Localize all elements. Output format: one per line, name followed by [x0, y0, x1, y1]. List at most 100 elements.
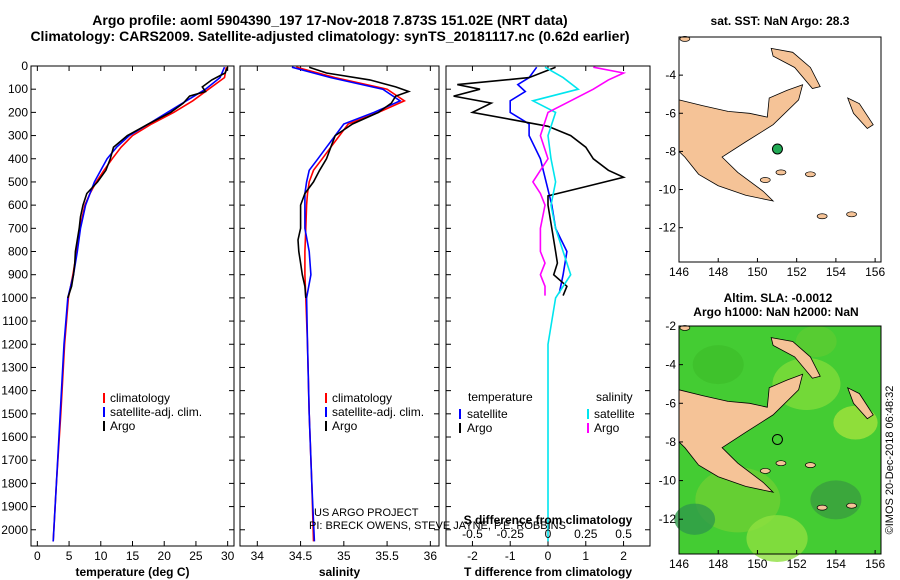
sla-patch [795, 325, 837, 358]
map-lon-label: 156 [865, 557, 885, 571]
series-line-argo [297, 66, 412, 298]
depth-tick-label: 100 [8, 82, 28, 96]
salinity-diff-tick-label: 0.5 [615, 527, 632, 541]
x-tick-label: -2 [467, 549, 478, 563]
small-island [805, 171, 816, 178]
depth-tick-label: 0 [21, 59, 28, 73]
depth-tick-label: 300 [8, 129, 28, 143]
depth-tick-label: 2000 [1, 523, 28, 537]
landmass-new-ireland [770, 47, 821, 89]
series-line-climatology [295, 66, 407, 542]
depth-tick-label: 1800 [1, 476, 28, 490]
map-lon-label: 150 [747, 557, 767, 571]
panel-frame-salinity [239, 65, 440, 547]
landmass-bougainville [846, 97, 874, 130]
x-tick-label: 0 [34, 549, 41, 563]
legend-title-temperature: temperature [468, 390, 533, 404]
depth-tick-label: 1700 [1, 453, 28, 467]
depth-tick-label: 1600 [1, 430, 28, 444]
x-tick-label: 2 [620, 549, 627, 563]
legend-entry-1: satellite-adj. clim. [110, 405, 202, 419]
map-lat-label: -4 [665, 358, 676, 372]
map-lon-label: 154 [826, 557, 846, 571]
series-line-climatology [52, 67, 228, 542]
series-line-argo [67, 66, 229, 299]
x-axis-label: temperature (deg C) [75, 565, 189, 579]
small-island [679, 325, 691, 331]
map-lat-label: -12 [659, 512, 677, 526]
x-axis-label: salinity [319, 565, 361, 579]
legend-entry-0: climatology [110, 391, 170, 405]
depth-tick-label: 1400 [1, 384, 28, 398]
legend-entry-sal-1: Argo [594, 421, 620, 435]
x-tick-label: 34 [251, 549, 265, 563]
sla-patch [746, 515, 808, 562]
map-lon-label: 154 [826, 265, 846, 279]
map-lon-label: 150 [747, 265, 767, 279]
small-island [846, 211, 857, 218]
x-tick-label: 20 [158, 549, 172, 563]
map-lat-label: -10 [659, 474, 677, 488]
map-lon-label: 146 [669, 557, 689, 571]
series-line-satellite-adj-clim- [52, 66, 226, 542]
series-line-t-satellite [509, 66, 568, 294]
series-line-satellite-adj-clim- [291, 66, 402, 542]
depth-tick-label: 600 [8, 198, 28, 212]
sla-map-title-2: Argo h1000: NaN h2000: NaN [693, 305, 858, 319]
figure-title-line-1: Argo profile: aoml 5904390_197 17-Nov-20… [92, 12, 568, 28]
depth-tick-label: 1000 [1, 291, 28, 305]
x-tick-label: 5 [66, 549, 73, 563]
small-island [759, 468, 771, 474]
x-tick-label: 35 [337, 549, 351, 563]
depth-tick-label: 1500 [1, 407, 28, 421]
argo-float-marker [771, 143, 783, 155]
small-island [679, 36, 691, 42]
depth-tick-label: 900 [8, 268, 28, 282]
sla-map-title-1: Altim. SLA: -0.0012 [724, 291, 833, 305]
small-island [775, 460, 787, 467]
sla-patch [674, 503, 716, 535]
depth-tick-label: 1900 [1, 500, 28, 514]
map-lon-label: 156 [865, 265, 885, 279]
small-island [816, 213, 828, 220]
depth-tick-label: 1300 [1, 360, 28, 374]
imos-credit: ©IMOS 20-Dec-2018 06:48:32 [884, 386, 896, 535]
salinity-diff-tick-label: 0 [545, 527, 552, 541]
series-line-t-argo [453, 66, 627, 296]
sst-map-title: sat. SST: NaN Argo: 28.3 [711, 14, 850, 28]
x-tick-label: 1 [582, 549, 589, 563]
map-lat-label: -2 [665, 319, 676, 333]
sla-patch [692, 345, 744, 385]
legend-entry-temp-1: Argo [467, 421, 493, 435]
small-island [816, 504, 828, 511]
map-lat-label: -4 [665, 68, 676, 82]
depth-tick-label: 800 [8, 245, 28, 259]
series-line-s-argo [531, 66, 627, 296]
map-lon-label: 148 [708, 557, 728, 571]
panel-frame-temperature [30, 65, 235, 547]
salinity-diff-tick-label: -0.25 [497, 527, 525, 541]
depth-tick-label: 200 [8, 105, 28, 119]
salinity-diff-tick-label: -0.5 [462, 527, 483, 541]
salinity-diff-tick-label: 0.25 [574, 527, 598, 541]
legend-entry-0: climatology [332, 391, 392, 405]
argo-float-marker [771, 433, 783, 445]
depth-tick-label: 500 [8, 175, 28, 189]
x-tick-label: -1 [505, 549, 516, 563]
legend-entry-2: Argo [110, 419, 136, 433]
map-lat-label: -8 [665, 435, 676, 449]
project-credit: US ARGO PROJECT [314, 507, 419, 519]
map-lat-label: -6 [665, 396, 676, 410]
small-island [759, 177, 771, 183]
salinity-diff-axis-label: S difference from climatology [464, 513, 633, 527]
legend-title-salinity: salinity [596, 390, 633, 404]
legend-entry-sal-0: satellite [594, 407, 635, 421]
landmass-new-guinea [678, 373, 804, 493]
series-line-s-satellite [530, 66, 580, 542]
x-tick-label: 30 [221, 549, 235, 563]
depth-tick-label: 400 [8, 152, 28, 166]
map-lon-label: 152 [787, 265, 807, 279]
small-island [846, 502, 857, 509]
map-frame [678, 36, 882, 263]
map-lon-label: 148 [708, 265, 728, 279]
